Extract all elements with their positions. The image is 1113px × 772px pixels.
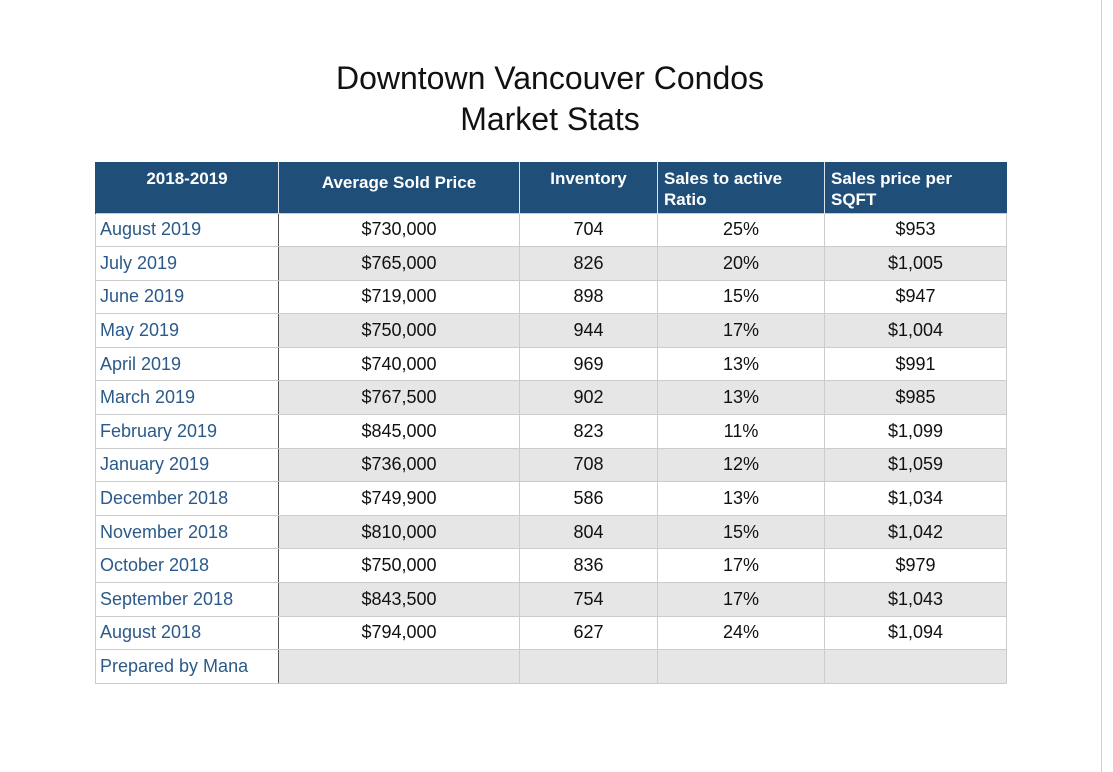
- table-row: April 2019 $740,000 969 13% $991: [95, 346, 1007, 382]
- cell-period: March 2019: [95, 380, 279, 416]
- cell-period: August 2019: [95, 212, 279, 248]
- header-sales-price-per-sqft: Sales price per SQFT: [824, 162, 1007, 213]
- cell-period: February 2019: [95, 414, 279, 449]
- page-subtitle: Market Stats: [460, 101, 640, 137]
- cell-sqft: $985: [824, 380, 1007, 416]
- cell-avg-price: $845,000: [278, 414, 520, 449]
- page-title: Downtown Vancouver Condos: [335, 60, 765, 96]
- cell-avg-price: $736,000: [278, 447, 520, 483]
- table-row: January 2019 $736,000 708 12% $1,059: [95, 447, 1007, 483]
- cell-inventory: 898: [519, 279, 658, 315]
- cell-sqft: $1,099: [824, 414, 1007, 449]
- cell-inventory: 823: [519, 414, 658, 449]
- empty-cell: [824, 649, 1007, 684]
- cell-sqft: $979: [824, 548, 1007, 584]
- header-sqft-line2: SQFT: [831, 190, 877, 209]
- cell-ratio: 17%: [657, 548, 825, 584]
- cell-avg-price: $794,000: [278, 615, 520, 651]
- cell-period: May 2019: [95, 313, 279, 348]
- table-footer-row: Prepared by Mana: [95, 649, 1007, 684]
- header-ratio-line2: Ratio: [664, 190, 707, 209]
- cell-inventory: 704: [519, 212, 658, 248]
- table-row: October 2018 $750,000 836 17% $979: [95, 548, 1007, 584]
- cell-sqft: $1,094: [824, 615, 1007, 651]
- cell-inventory: 902: [519, 380, 658, 416]
- cell-sqft: $953: [824, 212, 1007, 248]
- cell-inventory: 754: [519, 582, 658, 617]
- cell-avg-price: $719,000: [278, 279, 520, 315]
- cell-inventory: 708: [519, 447, 658, 483]
- cell-ratio: 11%: [657, 414, 825, 449]
- table-row: July 2019 $765,000 826 20% $1,005: [95, 246, 1007, 281]
- cell-avg-price: $750,000: [278, 548, 520, 584]
- page-edge-divider: [1101, 0, 1102, 772]
- cell-period: August 2018: [95, 615, 279, 651]
- cell-inventory: 627: [519, 615, 658, 651]
- table-row: June 2019 $719,000 898 15% $947: [95, 279, 1007, 315]
- table-row: August 2019 $730,000 704 25% $953: [95, 212, 1007, 248]
- cell-avg-price: $740,000: [278, 346, 520, 382]
- cell-inventory: 804: [519, 514, 658, 550]
- cell-avg-price: $749,900: [278, 481, 520, 516]
- cell-ratio: 13%: [657, 481, 825, 516]
- table-row: September 2018 $843,500 754 17% $1,043: [95, 582, 1007, 617]
- header-ratio-line1: Sales to active: [664, 169, 783, 188]
- prepared-by-note: Prepared by Mana: [95, 649, 279, 684]
- cell-ratio: 15%: [657, 514, 825, 550]
- cell-ratio: 17%: [657, 313, 825, 348]
- cell-ratio: 13%: [657, 346, 825, 382]
- cell-sqft: $1,004: [824, 313, 1007, 348]
- market-stats-table: 2018-2019 Average Sold Price Inventory S…: [95, 162, 1007, 684]
- cell-ratio: 15%: [657, 279, 825, 315]
- cell-avg-price: $767,500: [278, 380, 520, 416]
- cell-avg-price: $843,500: [278, 582, 520, 617]
- table-row: February 2019 $845,000 823 11% $1,099: [95, 414, 1007, 449]
- cell-inventory: 944: [519, 313, 658, 348]
- cell-ratio: 12%: [657, 447, 825, 483]
- cell-sqft: $1,042: [824, 514, 1007, 550]
- cell-period: July 2019: [95, 246, 279, 281]
- table-row: November 2018 $810,000 804 15% $1,042: [95, 514, 1007, 550]
- cell-sqft: $1,059: [824, 447, 1007, 483]
- cell-period: September 2018: [95, 582, 279, 617]
- header-inventory: Inventory: [519, 162, 658, 213]
- cell-sqft: $1,034: [824, 481, 1007, 516]
- cell-inventory: 836: [519, 548, 658, 584]
- cell-ratio: 24%: [657, 615, 825, 651]
- cell-period: April 2019: [95, 346, 279, 382]
- cell-sqft: $947: [824, 279, 1007, 315]
- cell-avg-price: $810,000: [278, 514, 520, 550]
- header-period: 2018-2019: [95, 162, 279, 213]
- table-row: August 2018 $794,000 627 24% $1,094: [95, 615, 1007, 651]
- header-sales-to-active-ratio: Sales to active Ratio: [657, 162, 825, 213]
- cell-period: January 2019: [95, 447, 279, 483]
- empty-cell: [519, 649, 658, 684]
- cell-period: October 2018: [95, 548, 279, 584]
- cell-sqft: $991: [824, 346, 1007, 382]
- cell-avg-price: $750,000: [278, 313, 520, 348]
- cell-ratio: 13%: [657, 380, 825, 416]
- table-row: May 2019 $750,000 944 17% $1,004: [95, 313, 1007, 348]
- header-average-sold-price: Average Sold Price: [278, 162, 520, 213]
- table-row: March 2019 $767,500 902 13% $985: [95, 380, 1007, 416]
- cell-sqft: $1,005: [824, 246, 1007, 281]
- cell-avg-price: $730,000: [278, 212, 520, 248]
- cell-ratio: 20%: [657, 246, 825, 281]
- empty-cell: [657, 649, 825, 684]
- cell-period: December 2018: [95, 481, 279, 516]
- cell-period: November 2018: [95, 514, 279, 550]
- cell-inventory: 826: [519, 246, 658, 281]
- cell-inventory: 969: [519, 346, 658, 382]
- cell-inventory: 586: [519, 481, 658, 516]
- cell-period: June 2019: [95, 279, 279, 315]
- header-sqft-line1: Sales price per: [831, 169, 952, 188]
- empty-cell: [278, 649, 520, 684]
- cell-sqft: $1,043: [824, 582, 1007, 617]
- cell-avg-price: $765,000: [278, 246, 520, 281]
- cell-ratio: 25%: [657, 212, 825, 248]
- table-row: December 2018 $749,900 586 13% $1,034: [95, 481, 1007, 516]
- table-header-row: 2018-2019 Average Sold Price Inventory S…: [95, 162, 1007, 213]
- cell-ratio: 17%: [657, 582, 825, 617]
